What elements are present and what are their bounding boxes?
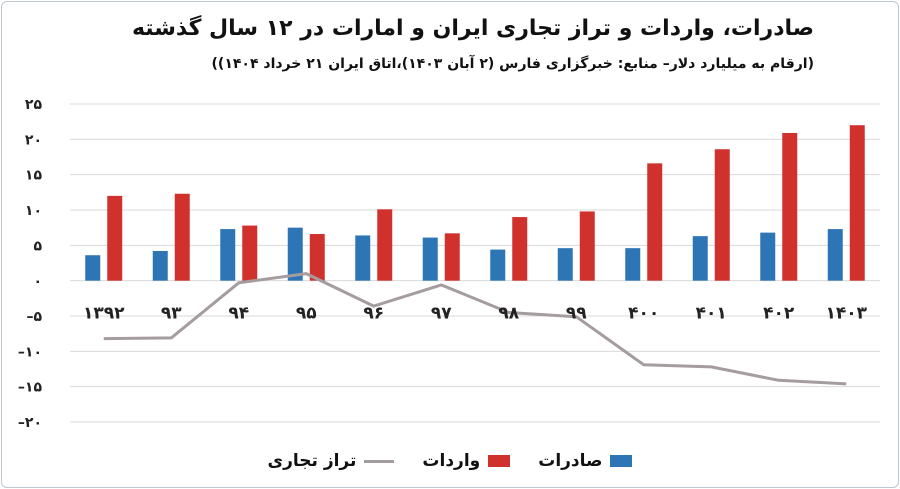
y-axis-ticks: ۲۵ ۲۰ ۱۵ ۱۰ ۵ ۰ –۵ –۱۰ –۱۵ –۲۰ — [18, 97, 43, 431]
bar-imports — [512, 217, 528, 281]
x-category-label: ۹۶ — [363, 304, 384, 324]
x-category-label: ۹۴ — [228, 304, 249, 324]
bar-exports — [760, 232, 776, 281]
chart-title: صادرات، واردات و تراز تجاری ایران و امار… — [131, 16, 814, 41]
legend-item-imports: واردات — [422, 451, 511, 471]
bar-exports — [152, 250, 168, 281]
bar-series — [85, 125, 865, 281]
bar-imports — [444, 233, 460, 281]
line-trade-balance — [103, 272, 847, 386]
bar-imports — [579, 211, 595, 281]
y-tick-label: ۲۰ — [25, 132, 42, 148]
legend-label-trade-balance: تراز تجاری — [267, 451, 357, 471]
y-tick-label: –۱۵ — [18, 380, 43, 396]
y-tick-label: ۲۵ — [25, 97, 43, 113]
x-category-label: ۹۵ — [296, 304, 317, 324]
y-tick-label: ۱۰ — [25, 203, 42, 219]
bar-imports — [782, 132, 798, 281]
bar-exports — [827, 229, 843, 281]
bar-exports — [287, 227, 303, 281]
legend-swatch-trade-balance — [364, 459, 395, 463]
bar-imports — [107, 195, 123, 281]
bar-exports — [625, 248, 641, 281]
x-category-label: ۹۹ — [566, 304, 587, 324]
x-category-label: ۴۰۱ — [696, 304, 727, 324]
bar-imports — [174, 193, 190, 281]
bar-imports — [849, 125, 865, 281]
bar-imports — [714, 149, 730, 281]
bar-imports — [309, 234, 325, 281]
x-category-label: ۹۷ — [431, 304, 452, 324]
legend-label-exports: صادرات — [538, 451, 603, 471]
y-tick-label: –۲۰ — [18, 415, 42, 431]
legend-swatch-imports — [488, 455, 511, 467]
x-category-label: ۹۳ — [161, 304, 182, 324]
x-category-label: ۴۰۰ — [628, 304, 659, 324]
bar-imports — [242, 225, 258, 281]
chart-subtitle: (ارقام به میلیارد دلار– منابع: خبرگزاری … — [211, 56, 814, 72]
bar-imports — [647, 163, 663, 281]
bar-exports — [490, 249, 506, 281]
bar-exports — [422, 237, 438, 281]
y-tick-label: –۱۰ — [18, 344, 42, 360]
x-axis-labels: ۱۳۹۲ ۹۳ ۹۴ ۹۵ ۹۶ ۹۷ ۹۸ ۹۹ ۴۰۰ ۴۰۱ ۴۰۲ ۱۴۰۳ — [83, 304, 868, 324]
bar-exports — [220, 229, 236, 281]
x-category-label: ۱۳۹۲ — [83, 304, 125, 324]
grid-lines — [70, 103, 880, 423]
x-category-label: ۹۸ — [498, 304, 519, 324]
x-category-label: ۱۴۰۳ — [825, 304, 867, 324]
legend-item-trade-balance: تراز تجاری — [268, 451, 395, 471]
bar-imports — [377, 209, 393, 281]
bar-exports — [85, 255, 101, 281]
y-tick-label: ۵ — [33, 238, 42, 254]
y-tick-label: ۰ — [33, 274, 42, 290]
bar-exports — [557, 248, 573, 281]
legend: صادرات واردات تراز تجاری — [240, 448, 660, 474]
legend-swatch-exports — [610, 455, 633, 467]
legend-item-exports: صادرات — [538, 451, 633, 471]
y-tick-label: –۵ — [26, 309, 42, 325]
bar-exports — [692, 236, 708, 281]
line-series — [103, 272, 847, 386]
x-category-label: ۴۰۲ — [763, 304, 795, 324]
bar-exports — [355, 235, 371, 281]
y-tick-label: ۱۵ — [25, 168, 43, 184]
legend-label-imports: واردات — [422, 451, 481, 471]
